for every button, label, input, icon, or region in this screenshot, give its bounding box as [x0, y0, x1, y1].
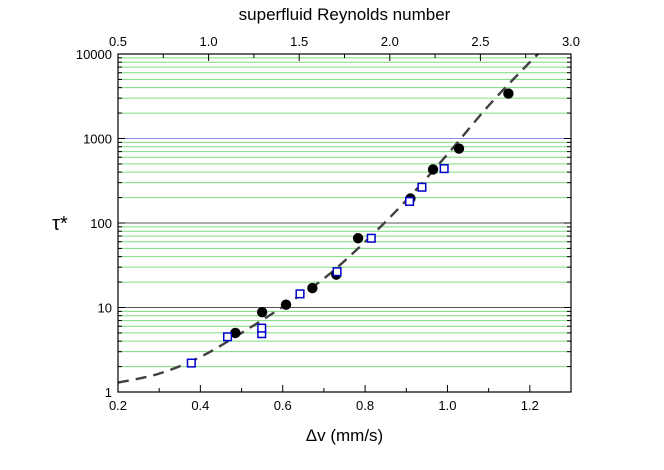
open-square-point: [405, 196, 415, 206]
y-tick-label: 1000: [83, 132, 112, 147]
open-square-point: [222, 332, 233, 342]
marker-layer: [186, 88, 514, 368]
filled-circle-point: [280, 299, 292, 310]
open-square-point: [186, 358, 196, 368]
top-x-tick-label: 1.0: [200, 34, 218, 49]
top-axis-title: superfluid Reynolds number: [239, 5, 451, 24]
fit-curve: [117, 53, 539, 384]
filled-circle-point: [352, 233, 364, 244]
y-tick-label: 100: [90, 216, 112, 231]
x-tick-label: 0.6: [274, 398, 292, 413]
tick-layer: 1 10 100 1000 10000 0.2 0.4 0.6 0.8 1.0 1.2 0.5 1.0 1…: [76, 34, 580, 413]
open-square-point: [366, 233, 376, 243]
x-tick-label: 0.4: [191, 398, 209, 413]
top-x-tick-label: 2.5: [471, 34, 489, 49]
top-x-tick-label: 1.5: [290, 34, 308, 49]
open-square-point: [257, 323, 267, 333]
y-tick-label: 10: [98, 301, 112, 316]
x-tick-label: 1.0: [438, 398, 456, 413]
y-tick-label: 1: [105, 385, 112, 400]
filled-circle-point: [230, 327, 241, 339]
y-axis-title: τ*: [52, 213, 68, 235]
open-square-point: [332, 267, 342, 277]
filled-circle-point: [503, 88, 514, 99]
x-tick-label: 1.2: [521, 398, 539, 413]
x-tick-label: 0.2: [109, 398, 127, 413]
filled-circle-point: [307, 282, 318, 294]
top-x-tick-label: 3.0: [562, 34, 580, 49]
x-tick-label: 0.8: [356, 398, 374, 413]
filled-circle-point: [453, 143, 465, 154]
open-square-point: [439, 164, 449, 174]
filled-circle-point: [427, 164, 439, 175]
open-square-point: [295, 289, 305, 299]
y-tick-label: 10000: [76, 47, 112, 62]
filled-circle-point: [256, 306, 268, 318]
fit-line-layer: [117, 53, 539, 384]
top-x-tick-label: 0.5: [109, 34, 127, 49]
top-x-tick-label: 2.0: [381, 34, 399, 49]
grid-layer: [118, 57, 571, 368]
x-axis-title: Δv (mm/s): [306, 426, 383, 445]
open-square-point: [417, 182, 427, 192]
